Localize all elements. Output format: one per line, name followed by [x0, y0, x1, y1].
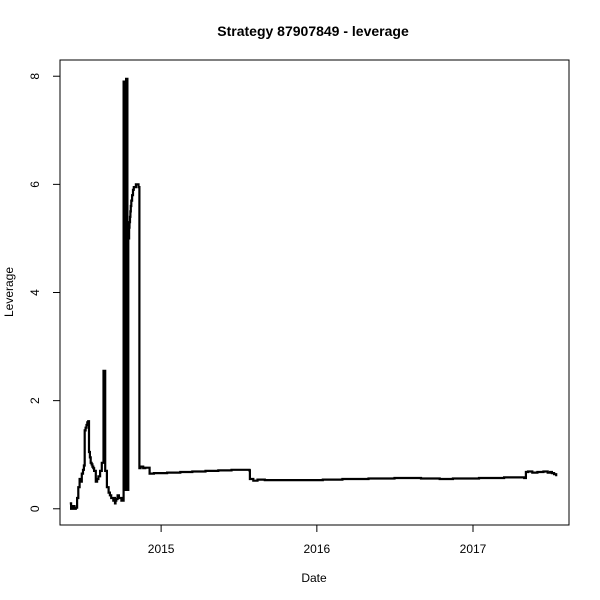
chart-title: Strategy 87907849 - leverage: [217, 23, 409, 39]
y-tick-label: 0: [28, 505, 42, 512]
x-axis-label: Date: [301, 571, 327, 585]
y-tick-label: 4: [28, 289, 42, 296]
x-tick-label: 2017: [460, 542, 487, 556]
x-axis: 2015 2016 2017: [148, 524, 487, 556]
series-line-leverage: [69, 77, 558, 510]
x-tick-label: 2016: [303, 542, 330, 556]
x-tick-label: 2015: [148, 542, 175, 556]
y-axis: 0 2 4 6 8: [28, 73, 61, 512]
y-tick-label: 6: [28, 181, 42, 188]
y-axis-label: Leverage: [2, 267, 16, 317]
y-tick-label: 8: [28, 73, 42, 80]
y-tick-label: 2: [28, 397, 42, 404]
plot-frame: [59, 59, 570, 526]
